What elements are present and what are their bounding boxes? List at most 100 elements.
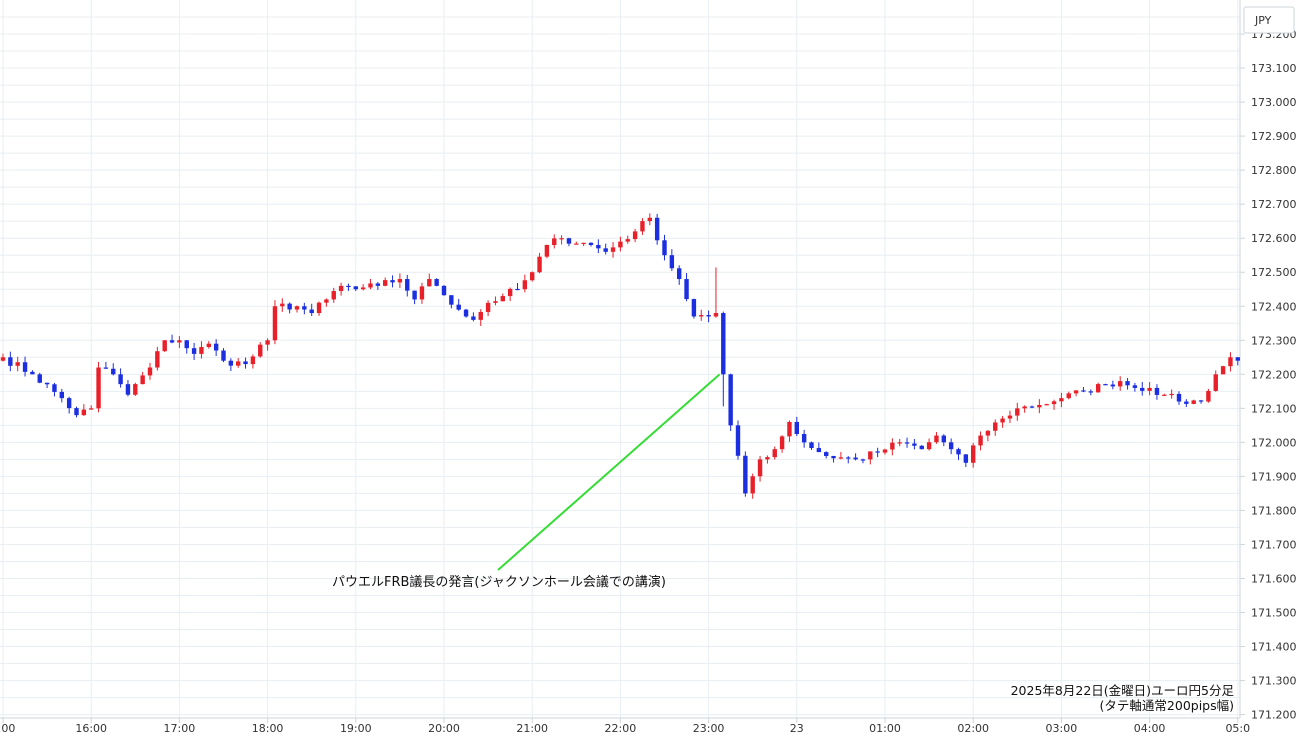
candle-body bbox=[662, 240, 667, 256]
candle-body bbox=[316, 302, 322, 314]
candle-body bbox=[1022, 406, 1027, 409]
time-tick-label: 18:00 bbox=[252, 722, 284, 735]
candle-body bbox=[463, 309, 469, 317]
candle-body bbox=[985, 430, 991, 436]
candle-body bbox=[236, 361, 241, 366]
time-tick-label: 03:00 bbox=[1046, 722, 1078, 735]
candle-body bbox=[757, 459, 763, 477]
price-tick-label: 171.300 bbox=[1251, 675, 1297, 688]
price-tick-label: 173.000 bbox=[1251, 96, 1297, 109]
currency-box[interactable] bbox=[1243, 6, 1295, 34]
price-tick-label: 171.700 bbox=[1251, 538, 1297, 551]
candle-body bbox=[618, 241, 623, 248]
price-tick-label: 172.000 bbox=[1251, 436, 1297, 449]
candle-body bbox=[478, 311, 483, 320]
candle-body bbox=[978, 435, 983, 446]
candle-body bbox=[1162, 394, 1167, 396]
chart-caption-line2: (タテ軸通常200pips幅) bbox=[1100, 698, 1234, 713]
candle-body bbox=[743, 455, 748, 494]
candle-body bbox=[52, 384, 57, 392]
candle-body bbox=[699, 315, 704, 317]
candle-body bbox=[199, 347, 204, 354]
candle-body bbox=[926, 442, 932, 450]
candle-body bbox=[552, 238, 557, 246]
candle-body bbox=[838, 457, 844, 459]
candle-body bbox=[177, 340, 182, 343]
candle-body bbox=[809, 442, 814, 449]
candle-body bbox=[919, 445, 924, 450]
candle-body bbox=[647, 217, 652, 222]
candle-body bbox=[353, 286, 358, 290]
candle-body bbox=[162, 340, 167, 352]
candle-body bbox=[772, 449, 777, 458]
annotation-text: パウエルFRB議長の発言(ジャクソンホール会議での講演) bbox=[332, 574, 666, 590]
candle-body bbox=[1029, 406, 1035, 408]
candle-body bbox=[485, 302, 491, 312]
candle-body bbox=[441, 285, 447, 296]
candle-body bbox=[934, 435, 939, 443]
candle-body bbox=[133, 384, 138, 395]
price-tick-label: 172.100 bbox=[1251, 402, 1297, 415]
candle-body bbox=[449, 295, 454, 305]
price-tick-label: 172.200 bbox=[1251, 368, 1297, 381]
candle-body bbox=[596, 245, 601, 249]
time-tick-label: 23 bbox=[790, 722, 804, 735]
price-tick-label: 171.800 bbox=[1251, 504, 1297, 517]
candle-body bbox=[22, 362, 28, 372]
candle-body bbox=[971, 445, 976, 463]
price-tick-label: 171.500 bbox=[1251, 607, 1297, 620]
candle-body bbox=[831, 455, 836, 459]
candle-body bbox=[779, 436, 785, 450]
candle-body bbox=[228, 360, 234, 366]
candle-body bbox=[787, 421, 792, 437]
time-tick-label: 19:00 bbox=[340, 722, 372, 735]
time-axis: 5:00 16:00 17:00 18:00 19:00 20:00 21:00 22:00 2… bbox=[0, 718, 1250, 735]
price-tick-label: 172.300 bbox=[1251, 334, 1297, 347]
candle-body bbox=[140, 375, 145, 385]
candle-body bbox=[1037, 404, 1042, 408]
candle-body bbox=[111, 368, 116, 375]
candle-body bbox=[750, 476, 755, 494]
candle-body bbox=[1206, 390, 1211, 402]
candle-body bbox=[272, 306, 278, 341]
candle-body bbox=[302, 306, 307, 310]
candle-body bbox=[1051, 401, 1057, 405]
candle-body bbox=[801, 434, 807, 443]
candle-body bbox=[897, 442, 902, 444]
candle-body bbox=[765, 457, 770, 460]
candle-body bbox=[1125, 381, 1130, 386]
candle-body bbox=[1081, 390, 1086, 392]
candle-body bbox=[191, 348, 197, 354]
candle-body bbox=[287, 303, 292, 310]
candle-body bbox=[846, 457, 851, 459]
candle-body bbox=[324, 299, 329, 303]
candle-body bbox=[1095, 384, 1101, 393]
time-tick-label: 04:00 bbox=[1134, 722, 1166, 735]
time-tick-label: 23:00 bbox=[693, 722, 725, 735]
candle-body bbox=[1213, 374, 1218, 391]
candle-body bbox=[338, 285, 344, 292]
time-tick-label: 05:0 bbox=[1225, 722, 1250, 735]
candle-body bbox=[632, 231, 638, 240]
candle-body bbox=[890, 442, 895, 450]
price-tick-label: 171.900 bbox=[1251, 470, 1297, 483]
candle-body bbox=[640, 221, 645, 232]
candle-body bbox=[721, 313, 726, 375]
price-tick-label: 172.600 bbox=[1251, 232, 1297, 245]
candle-body bbox=[735, 425, 741, 456]
candle-body bbox=[397, 279, 403, 283]
candle-body bbox=[824, 452, 829, 456]
candle-body bbox=[625, 239, 630, 242]
candle-body bbox=[1228, 357, 1233, 367]
candle-body bbox=[904, 442, 910, 444]
candle-body bbox=[147, 367, 153, 376]
candle-body bbox=[544, 245, 550, 257]
candle-body bbox=[243, 361, 248, 365]
price-tick-label: 172.700 bbox=[1251, 198, 1297, 211]
price-tick-label: 172.900 bbox=[1251, 130, 1297, 143]
time-tick-label: 01:00 bbox=[869, 722, 901, 735]
candle-body bbox=[677, 268, 682, 280]
candle-body bbox=[471, 316, 476, 320]
time-tick-label: 16:00 bbox=[75, 722, 107, 735]
candle-body bbox=[706, 315, 711, 317]
